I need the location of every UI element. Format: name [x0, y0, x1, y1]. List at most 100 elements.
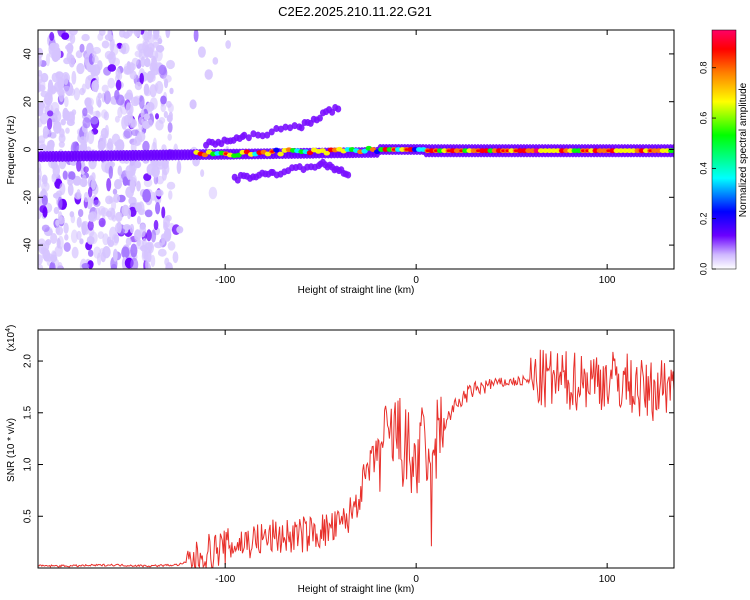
spectral-cell	[165, 30, 171, 39]
colorbar-tick-label: 0.6	[698, 112, 708, 125]
snr-ticks: -100 0 100 0.5 1.0 1.5 2.0	[23, 330, 674, 585]
spectral-cell	[68, 30, 78, 36]
spectral-cell	[167, 133, 172, 141]
branch-cell	[264, 131, 271, 139]
band-peak	[198, 152, 203, 156]
band-peak	[480, 149, 485, 152]
spectral-cell	[58, 141, 65, 148]
spectral-cell	[64, 96, 69, 108]
spectral-cell	[83, 191, 89, 203]
spectral-cell	[81, 262, 90, 269]
spectral-cell	[76, 62, 85, 75]
y-tick-label: 20	[23, 96, 34, 108]
spectral-cell	[138, 48, 146, 61]
branch-cell	[282, 123, 289, 131]
spectral-cell	[120, 42, 130, 55]
snr-frame	[37, 329, 675, 569]
spectral-cell	[102, 245, 111, 259]
spectral-cell	[83, 166, 89, 173]
band-peak	[476, 149, 481, 152]
x-tick-label: -100	[215, 275, 235, 286]
y-tick-label: 0	[23, 146, 34, 152]
band-peak	[513, 149, 518, 152]
spectral-cell	[166, 181, 176, 190]
spectral-cell	[139, 72, 144, 85]
y-tick-label: 2.0	[23, 354, 34, 368]
spectral-cell	[101, 109, 108, 119]
spectral-cell	[71, 246, 79, 259]
spectral-cell	[154, 113, 160, 120]
spectral-cell	[72, 175, 82, 186]
spectral-cell	[93, 79, 99, 93]
spectral-cell	[142, 140, 150, 152]
spectral-cell	[88, 212, 95, 222]
spectral-cell	[136, 131, 146, 143]
spectral-cell	[79, 136, 87, 143]
spectral-cell	[57, 235, 64, 250]
spectral-cell	[45, 53, 50, 67]
spectral-cell	[176, 225, 184, 234]
spectral-cell	[136, 215, 142, 225]
band-peak	[581, 149, 586, 152]
spectral-cell	[150, 191, 157, 201]
spectral-cell	[52, 163, 60, 178]
spectral-cell	[85, 97, 94, 108]
spectral-cell	[81, 33, 90, 42]
spectral-cell	[38, 118, 43, 128]
spectral-cell	[158, 64, 167, 76]
spectral-cell	[110, 43, 119, 56]
spectral-cell	[38, 47, 44, 59]
spectral-cell	[97, 141, 105, 152]
branch-cell	[245, 134, 252, 142]
spectral-cell	[66, 118, 75, 127]
spectral-cell	[68, 54, 76, 68]
spectral-cell	[41, 224, 50, 232]
band-core	[273, 147, 280, 153]
spectral-cell	[107, 138, 113, 149]
spectral-cell	[59, 128, 65, 138]
branch-cell	[234, 176, 241, 184]
spectral-cell	[101, 84, 109, 93]
spectral-cell	[122, 176, 129, 187]
spectral-cell	[63, 242, 71, 252]
spectral-cell	[107, 64, 117, 72]
spectral-cell	[155, 80, 164, 95]
spectral-cell	[153, 219, 159, 231]
spectral-cell	[152, 137, 157, 150]
spectrogram-ylabel: Frequency (Hz)	[6, 116, 17, 185]
spectral-cell	[82, 117, 91, 129]
band-peak	[429, 149, 434, 152]
spectral-cell	[189, 99, 197, 110]
spectral-cell	[94, 207, 101, 221]
spectral-cell	[193, 30, 199, 43]
spectral-cell	[167, 241, 176, 251]
spectral-cell	[67, 183, 74, 196]
band-peak	[223, 152, 228, 156]
band-core	[361, 148, 368, 154]
spectral-cell	[64, 109, 70, 122]
spectral-cell	[47, 110, 54, 117]
spectral-cell	[129, 223, 135, 234]
spectral-cell	[111, 233, 119, 246]
spectral-cell	[146, 70, 154, 83]
snr-plot-area	[38, 349, 674, 568]
spectrogram-panel: -100 0 100 -40 -20 0 20 40 Height of straight l…	[6, 29, 675, 296]
spectral-cell	[142, 189, 152, 203]
spectral-cell	[82, 107, 88, 117]
spectral-cell	[124, 92, 134, 101]
spectral-cell	[84, 227, 89, 235]
spectral-cell	[138, 95, 145, 110]
spectral-cell	[101, 40, 110, 49]
spectral-cell	[97, 60, 103, 71]
y-tick-label: -40	[23, 237, 34, 252]
spectral-cell	[150, 254, 156, 268]
spectral-cell	[134, 81, 143, 91]
band-peak	[501, 149, 506, 152]
band-peak	[434, 149, 439, 152]
y-tick-label: 1.5	[23, 405, 34, 419]
spectral-cell	[110, 207, 116, 220]
x-tick-label: 100	[599, 275, 616, 286]
spectral-cell	[165, 214, 172, 222]
spectrogram-plot-area	[38, 30, 674, 269]
spectral-cell	[38, 56, 42, 67]
